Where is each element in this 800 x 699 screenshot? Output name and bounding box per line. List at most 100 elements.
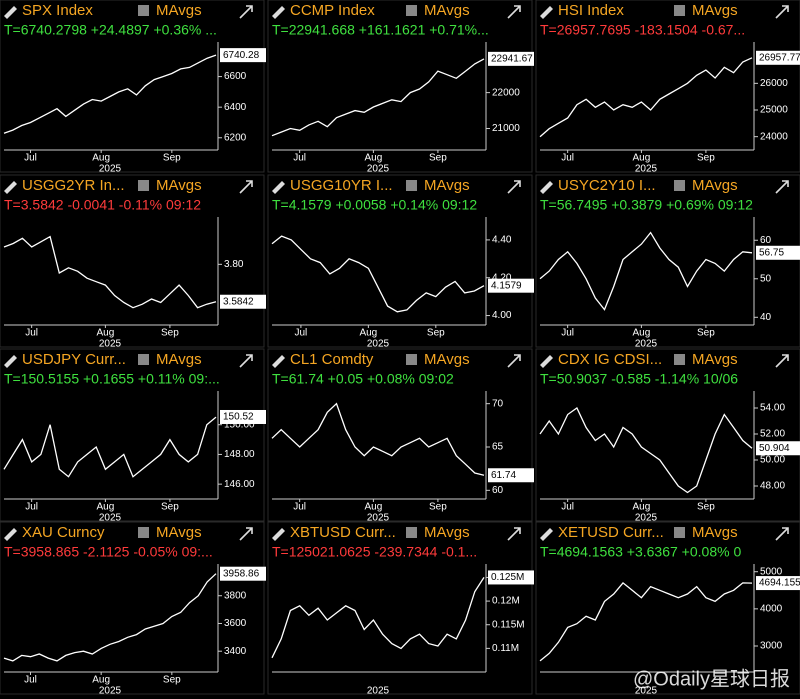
mavgs-checkbox[interactable]: [674, 5, 685, 16]
last-value-tag: [756, 576, 800, 591]
y-tick-label: 3400: [224, 646, 247, 657]
y-tick-label: 0.12M: [492, 596, 520, 607]
popout-icon[interactable]: [239, 354, 253, 368]
x-tick-label: Aug: [632, 328, 650, 339]
mavgs-checkbox[interactable]: [406, 5, 417, 16]
popout-icon[interactable]: [507, 527, 521, 541]
popout-icon[interactable]: [507, 5, 521, 19]
popout-icon[interactable]: [775, 5, 789, 19]
mavgs-checkbox[interactable]: [406, 180, 417, 191]
y-tick-label: 6400: [224, 102, 247, 113]
y-tick-label: 6600: [224, 71, 247, 82]
mavgs-checkbox[interactable]: [138, 180, 149, 191]
mavgs-label: MAvgs: [156, 524, 202, 541]
mavgs-label: MAvgs: [424, 177, 470, 194]
x-tick-label: Aug: [92, 153, 110, 164]
year-label: 2025: [367, 164, 390, 175]
mavgs-checkbox[interactable]: [138, 354, 149, 365]
popout-icon[interactable]: [775, 527, 789, 541]
popout-icon[interactable]: [775, 180, 789, 194]
panel-title: XAU Curncy: [22, 524, 105, 541]
panel: CDX IG CDSI... MAvgs T=50.9037 -0.585 -1.1…: [535, 348, 800, 524]
y-tick-label: 21000: [492, 123, 520, 134]
mavgs-checkbox[interactable]: [674, 180, 685, 191]
last-value-label: 50.904: [759, 443, 790, 454]
x-tick-label: Aug: [92, 675, 110, 686]
x-tick-label: Sep: [429, 502, 447, 513]
price-line: [3, 54, 217, 134]
last-value-tag: [220, 48, 266, 63]
edit-icon[interactable]: [4, 181, 17, 194]
edit-icon[interactable]: [540, 355, 553, 368]
y-tick-label: 48.00: [760, 481, 785, 492]
mavgs-label: MAvgs: [424, 524, 470, 541]
x-tick-label: Sep: [697, 153, 715, 164]
last-value-label: 150.52: [223, 412, 254, 423]
edit-icon[interactable]: [272, 6, 285, 19]
edit-icon[interactable]: [540, 528, 553, 541]
edit-icon[interactable]: [272, 181, 285, 194]
last-value-tag: [220, 409, 266, 424]
panel-title: CDX IG CDSI...: [558, 351, 662, 368]
mavgs-label: MAvgs: [156, 351, 202, 368]
y-tick-label: 70: [492, 398, 504, 409]
popout-icon[interactable]: [507, 354, 521, 368]
x-tick-label: Sep: [697, 328, 715, 339]
y-tick-label: 22000: [492, 87, 520, 98]
panel-title: HSI Index: [558, 2, 624, 19]
y-tick-label: 40: [760, 312, 772, 323]
x-tick-label: Jul: [24, 153, 37, 164]
popout-icon[interactable]: [239, 180, 253, 194]
year-label: 2025: [635, 513, 658, 524]
panel-bg: [0, 521, 265, 695]
popout-icon[interactable]: [775, 354, 789, 368]
year-label: 2025: [99, 513, 122, 524]
mavgs-checkbox[interactable]: [406, 354, 417, 365]
quote-line: T=125021.0625 -239.7344 -0.1...: [272, 544, 477, 560]
panel-bg: [267, 174, 533, 348]
quote-line: T=3.5842 -0.0041 -0.11% 09:12: [4, 197, 201, 213]
x-tick-label: Sep: [161, 328, 179, 339]
edit-icon[interactable]: [272, 355, 285, 368]
panel: HSI Index MAvgs T=26957.7695 -183.1504 -0.…: [535, 0, 800, 175]
popout-icon[interactable]: [239, 5, 253, 19]
mavgs-checkbox[interactable]: [138, 5, 149, 16]
mavgs-checkbox[interactable]: [138, 527, 149, 538]
y-tick-label: 65: [492, 442, 504, 453]
last-value-label: 56.75: [759, 247, 784, 258]
edit-icon[interactable]: [4, 6, 17, 19]
y-tick-label: 52.00: [760, 429, 785, 440]
edit-icon[interactable]: [4, 528, 17, 541]
quote-line: T=26957.7695 -183.1504 -0.67...: [540, 22, 745, 38]
year-label: 2025: [99, 686, 122, 697]
y-tick-label: 3.80: [224, 259, 244, 270]
y-tick-label: 5000: [760, 566, 783, 577]
panel-bg: [535, 348, 800, 522]
panel: USGG2YR In... MAvgs T=3.5842 -0.0041 -0.11…: [0, 174, 266, 350]
quote-line: T=61.74 +0.05 +0.08% 09:02: [272, 371, 454, 387]
mavgs-checkbox[interactable]: [674, 527, 685, 538]
last-value-tag: [488, 51, 534, 66]
panel-title: USGG10YR I...: [290, 177, 393, 194]
edit-icon[interactable]: [540, 6, 553, 19]
quote-line: T=4694.1563 +3.6367 +0.08% 0: [540, 544, 741, 560]
price-line: [539, 407, 753, 494]
mavgs-checkbox[interactable]: [406, 527, 417, 538]
popout-icon[interactable]: [239, 527, 253, 541]
x-tick-label: Aug: [364, 502, 382, 513]
y-tick-label: 25000: [760, 105, 788, 116]
price-line: [271, 577, 485, 659]
edit-icon[interactable]: [540, 181, 553, 194]
edit-icon[interactable]: [272, 528, 285, 541]
panel-title: XETUSD Curr...: [558, 524, 664, 541]
y-tick-label: 60: [492, 485, 504, 496]
last-value-label: 6740.28: [223, 50, 260, 61]
mavgs-checkbox[interactable]: [674, 354, 685, 365]
mavgs-label: MAvgs: [692, 177, 738, 194]
quote-line: T=50.9037 -0.585 -1.14% 10/06: [540, 371, 738, 387]
mavgs-label: MAvgs: [692, 524, 738, 541]
edit-icon[interactable]: [4, 355, 17, 368]
panel-bg: [0, 0, 265, 173]
popout-icon[interactable]: [507, 180, 521, 194]
